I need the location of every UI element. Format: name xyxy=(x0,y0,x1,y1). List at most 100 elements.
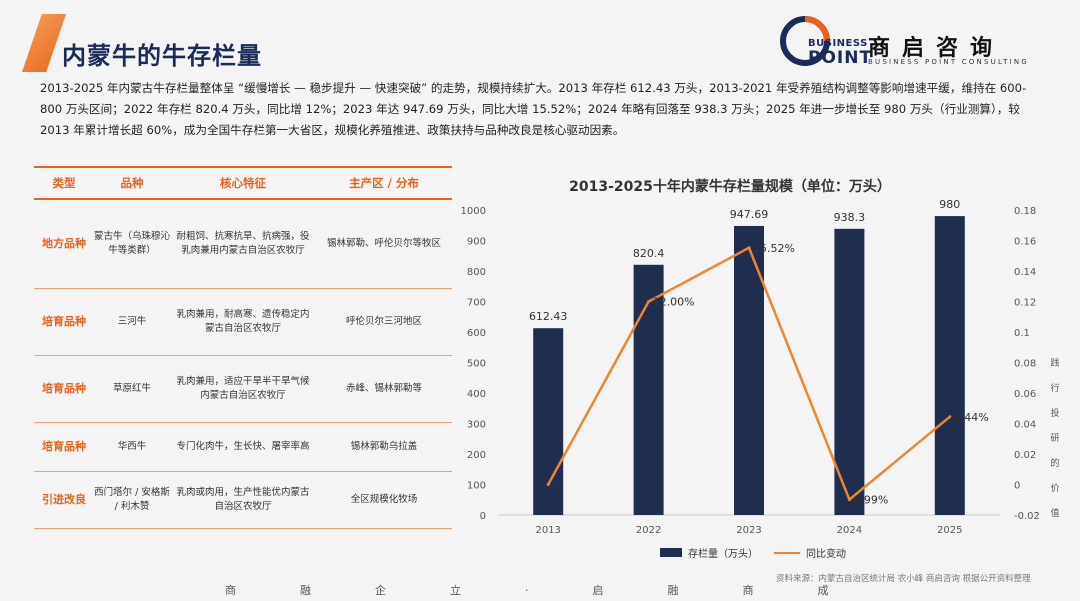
logo-point-text: POINT xyxy=(808,48,873,68)
combo-chart: 0 100 200 300 400 500 600 700 800 900 1000 -0.02 0 0.… xyxy=(461,198,1040,536)
cell-feature: 乳肉兼用，适应干旱半干旱气候内蒙古自治区农牧厅 xyxy=(176,376,310,401)
bar-value-label: 612.43 xyxy=(529,310,568,323)
title-accent-shape xyxy=(22,14,66,72)
yoy-value-label: 4.44% xyxy=(954,411,989,424)
cell-region: 锡林郭勒、呼伦贝尔等牧区 xyxy=(326,238,441,249)
y2-tick-label: 0.14 xyxy=(1014,267,1036,278)
y2-tick-label: -0.02 xyxy=(1014,511,1040,522)
legend-line-swatch xyxy=(774,551,800,554)
cell-feature: 专门化肉牛，生长快、屠宰率高 xyxy=(176,441,310,452)
cell-feature: 乳肉兼用，耐高寒、遗传稳定内蒙古自治区农牧厅 xyxy=(176,309,310,334)
y-tick-label: 700 xyxy=(467,298,486,309)
x-tick-label: 2013 xyxy=(535,525,560,536)
x-tick-label: 2024 xyxy=(837,525,862,536)
bar xyxy=(834,228,865,516)
cell-breed: 蒙古牛（乌珠穆沁牛等类群） xyxy=(94,231,171,256)
source-note: 资料来源：内蒙古自治区统计局 农小峰 商启咨询 根据公开资料整理 xyxy=(776,574,1031,584)
right-axis-title-char: 研 xyxy=(1050,434,1060,444)
cell-type: 地方品种 xyxy=(42,237,86,250)
cell-type: 培育品种 xyxy=(42,315,86,328)
cell-region: 赤峰、锡林郭勒等 xyxy=(345,383,422,394)
bar xyxy=(934,216,965,515)
right-axis-title-char: 投 xyxy=(1050,409,1060,419)
right-axis-title-char: 值 xyxy=(1050,509,1060,519)
yoy-point xyxy=(948,415,952,419)
y2-tick-label: 0.02 xyxy=(1014,450,1036,461)
cell-feature: 耐粗饲、抗寒抗旱、抗病强，役乳肉兼用内蒙古自治区农牧厅 xyxy=(176,231,310,256)
y2-tick-label: 0.06 xyxy=(1014,389,1036,400)
cell-region: 呼伦贝尔三河地区 xyxy=(345,316,422,327)
breed-table: 类型 品种 核心特征 主产区 / 分布 地方品种 蒙古牛（乌珠穆沁牛等类群） 耐… xyxy=(34,166,452,529)
y-tick-label: 200 xyxy=(467,450,486,461)
bar-value-label: 938.3 xyxy=(834,211,866,224)
yoy-value-label: 0.99% xyxy=(853,494,888,507)
table-row: 引进改良 西门塔尔 / 安格斯 / 利木赞 乳肉或肉用，生产性能优内蒙古自治区农… xyxy=(34,472,452,529)
table-header: 类型 品种 核心特征 主产区 / 分布 xyxy=(34,166,452,200)
cell-breed: 西门塔尔 / 安格斯 / 利木赞 xyxy=(94,487,170,512)
chart-legend: 存栏量（万头） 同比变动 xyxy=(660,545,846,560)
right-axis-title-char: 价 xyxy=(1050,484,1060,494)
y2-tick-label: 0.12 xyxy=(1014,298,1036,309)
cell-type: 培育品种 xyxy=(42,440,86,453)
header-feature: 核心特征 xyxy=(220,176,266,190)
cell-breed: 华西牛 xyxy=(117,441,147,452)
y-tick-label: 0 xyxy=(480,511,486,522)
bar xyxy=(633,264,664,515)
x-tick-label: 2025 xyxy=(937,525,962,536)
legend-line-label: 同比变动 xyxy=(806,549,846,560)
summary-paragraph: 2013-2025 年内蒙古牛存栏量整体呈 “缓慢增长 — 稳步提升 — 快速突… xyxy=(40,81,1027,137)
table-row: 地方品种 蒙古牛（乌珠穆沁牛等类群） 耐粗饲、抗寒抗旱、抗病强，役乳肉兼用内蒙古… xyxy=(34,200,452,289)
yoy-value-label: 15.52% xyxy=(753,242,795,255)
cell-type: 培育品种 xyxy=(42,382,86,395)
cell-region: 全区规模化牧场 xyxy=(350,494,418,505)
logo-business-text: BUSINESS xyxy=(808,38,868,49)
header-type: 类型 xyxy=(52,176,76,190)
cell-feature: 乳肉或肉用，生产性能优内蒙古自治区农牧厅 xyxy=(176,487,310,512)
yoy-value-label: 0 xyxy=(552,479,559,492)
y2-tick-label: 0 xyxy=(1014,481,1020,492)
logo-icon xyxy=(780,16,830,66)
y-tick-label: 400 xyxy=(467,389,486,400)
bar xyxy=(734,225,764,516)
y-tick-label: 800 xyxy=(467,267,486,278)
page-title: 内蒙牛的牛存栏量 xyxy=(62,42,262,70)
bar-value-label: 947.69 xyxy=(730,208,769,221)
y-tick-label: 1000 xyxy=(461,206,486,217)
x-tick-label: 2023 xyxy=(736,525,761,536)
yoy-point xyxy=(546,483,550,486)
right-axis-title-char: 的 xyxy=(1050,459,1060,469)
y-tick-label: 900 xyxy=(467,237,486,248)
logo-en-text: BUSINESS POINT CONSULTING xyxy=(868,58,1029,66)
yoy-value-label: 12.00% xyxy=(653,296,695,309)
y-tick-label: 100 xyxy=(467,481,486,492)
y2-tick-label: 0.04 xyxy=(1014,420,1036,431)
table-row: 培育品种 华西牛 专门化肉牛，生长快、屠宰率高 锡林郭勒乌拉盖 xyxy=(34,423,452,472)
bar-value-label: 980 xyxy=(939,198,960,211)
y-tick-label: 300 xyxy=(467,420,486,431)
y-tick-label: 600 xyxy=(467,328,486,339)
cell-type: 引进改良 xyxy=(42,493,86,506)
y2-tick-label: 0.16 xyxy=(1014,237,1036,248)
footer-slogan: 商融企立·启融商成 xyxy=(225,584,893,597)
right-axis-title-char: 践 xyxy=(1050,359,1060,369)
y2-tick-label: 0.18 xyxy=(1014,206,1036,217)
cell-region: 锡林郭勒乌拉盖 xyxy=(350,441,418,452)
cell-breed: 草原红牛 xyxy=(112,383,151,394)
y-tick-label: 500 xyxy=(467,359,486,370)
legend-bar-swatch xyxy=(660,548,682,557)
cell-breed: 三河牛 xyxy=(117,316,147,327)
right-axis-title: 践行投研的价值 xyxy=(1048,352,1062,527)
yoy-point xyxy=(747,246,751,250)
table-row: 培育品种 草原红牛 乳肉兼用，适应干旱半干旱气候内蒙古自治区农牧厅 赤峰、锡林郭… xyxy=(34,356,452,423)
x-tick-label: 2022 xyxy=(636,525,661,536)
right-axis-title-char: 行 xyxy=(1050,384,1060,394)
header-breed: 品种 xyxy=(120,176,144,190)
table-row: 培育品种 三河牛 乳肉兼用，耐高寒、遗传稳定内蒙古自治区农牧厅 呼伦贝尔三河地区 xyxy=(34,289,452,356)
logo-cn-text: 商启咨询 xyxy=(868,36,1005,61)
chart-title: 2013-2025十年内蒙牛存栏量规模（单位：万头） xyxy=(569,179,891,195)
bar-value-label: 820.4 xyxy=(633,247,665,260)
yoy-point xyxy=(647,300,651,303)
y2-tick-label: 0.08 xyxy=(1014,359,1036,370)
legend-bar-label: 存栏量（万头） xyxy=(688,549,758,560)
y2-tick-label: 0.1 xyxy=(1014,328,1030,339)
